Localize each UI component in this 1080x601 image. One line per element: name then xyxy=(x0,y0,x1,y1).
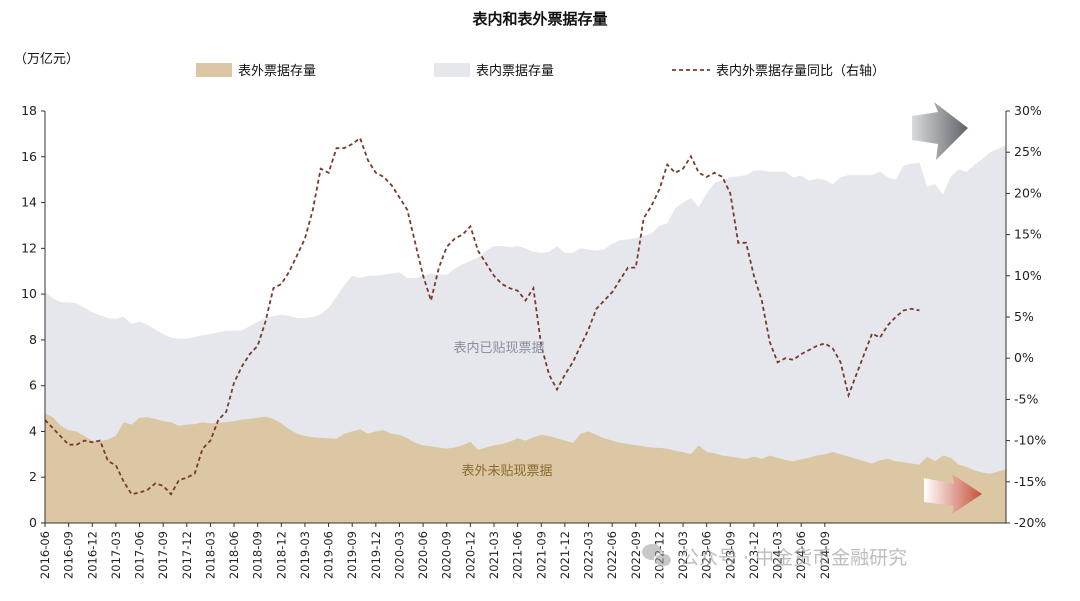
tick-label-x: 2018-09 xyxy=(251,531,265,579)
tick-label-right: 30% xyxy=(1014,103,1042,118)
tick-label-left: 0 xyxy=(29,515,37,530)
wechat-icon xyxy=(642,544,673,568)
y-axis-unit-label: （万亿元） xyxy=(14,52,79,67)
tick-label-right: 20% xyxy=(1014,185,1042,200)
tick-label-left: 4 xyxy=(29,423,37,438)
tick-label-right: -5% xyxy=(1014,391,1038,406)
tick-label-right: 10% xyxy=(1014,268,1042,283)
tick-label-x: 2018-03 xyxy=(203,531,217,579)
tick-label-x: 2017-03 xyxy=(109,531,123,579)
tick-label-x: 2016-06 xyxy=(38,531,52,579)
tick-label-x: 2019-03 xyxy=(298,531,312,579)
tick-label-left: 14 xyxy=(21,195,37,210)
trend-arrow-down-icon xyxy=(924,474,982,514)
chart-title: 表内和表外票据存量 xyxy=(472,10,607,28)
tick-label-x: 2021-09 xyxy=(534,531,548,579)
tick-label-x: 2023-09 xyxy=(723,531,737,579)
watermark: 公众号 · 中金货币金融研究 xyxy=(642,544,907,569)
tick-label-x: 2017-12 xyxy=(180,531,194,579)
area-offbalance xyxy=(45,413,1006,523)
tick-label-x: 2017-09 xyxy=(156,531,170,579)
tick-label-left: 12 xyxy=(21,240,37,255)
tick-label-x: 2017-06 xyxy=(133,531,147,579)
legend-swatch-offbalance xyxy=(196,63,232,77)
legend-label-yoy: 表内外票据存量同比（右轴） xyxy=(716,63,885,79)
legend: 表外票据存量 表内票据存量 表内外票据存量同比（右轴） xyxy=(196,63,885,79)
tick-label-x: 2023-03 xyxy=(676,531,690,579)
tick-label-x: 2018-06 xyxy=(227,531,241,579)
tick-label-x: 2016-12 xyxy=(85,531,99,579)
tick-label-right: 15% xyxy=(1014,227,1042,242)
tick-label-x: 2020-09 xyxy=(440,531,454,579)
tick-label-right: -15% xyxy=(1014,474,1046,489)
tick-label-x: 2022-06 xyxy=(605,531,619,579)
tick-label-x: 2020-03 xyxy=(392,531,406,579)
tick-label-x: 2019-06 xyxy=(322,531,336,579)
legend-label-offbalance: 表外票据存量 xyxy=(238,64,316,79)
annotation-offbalance: 表外未贴现票据 xyxy=(461,464,552,479)
trend-arrow-up-icon xyxy=(912,102,968,160)
tick-label-x: 2019-12 xyxy=(369,531,383,579)
legend-swatch-onbalance xyxy=(434,63,470,77)
legend-label-onbalance: 表内票据存量 xyxy=(476,63,554,79)
line-yoy xyxy=(44,136,920,496)
tick-label-left: 6 xyxy=(29,378,37,393)
tick-label-left: 10 xyxy=(21,286,37,301)
annotation-onbalance: 表内已贴现票据 xyxy=(453,340,544,356)
tick-label-x: 2016-09 xyxy=(62,531,76,579)
tick-label-x: 2021-12 xyxy=(558,531,572,579)
tick-label-x: 2021-03 xyxy=(487,531,501,579)
tick-label-left: 2 xyxy=(29,469,37,484)
tick-label-right: -10% xyxy=(1014,433,1046,448)
tick-label-right: 0% xyxy=(1014,350,1034,365)
tick-label-x: 2024-03 xyxy=(771,531,785,579)
tick-label-x: 2022-03 xyxy=(582,531,596,579)
tick-label-x: 2022-09 xyxy=(629,531,643,579)
plot-area: 0 2 4 6 8 10 12 14 16 18 -20% -15% -10% -5% 0% 5% 10% 15%… xyxy=(21,103,1046,579)
tick-label-right: -20% xyxy=(1014,515,1046,530)
tick-label-left: 8 xyxy=(29,332,37,347)
tick-label-x: 2023-12 xyxy=(747,531,761,579)
tick-label-right: 25% xyxy=(1014,144,1042,159)
tick-label-x: 2023-06 xyxy=(700,531,714,579)
tick-label-x: 2020-12 xyxy=(463,531,477,579)
tick-label-right: 5% xyxy=(1014,309,1034,324)
tick-label-x: 2018-12 xyxy=(274,531,288,579)
tick-label-x: 2024-06 xyxy=(794,531,808,579)
tick-label-x: 2024-09 xyxy=(818,531,832,579)
tick-label-x: 2019-09 xyxy=(345,531,359,579)
tick-label-x: 2021-06 xyxy=(511,531,525,579)
tick-label-x: 2020-06 xyxy=(416,531,430,579)
tick-label-left: 18 xyxy=(21,103,37,118)
watermark-text: 公众号 · 中金货币金融研究 xyxy=(680,547,907,569)
tick-label-left: 16 xyxy=(21,149,37,164)
